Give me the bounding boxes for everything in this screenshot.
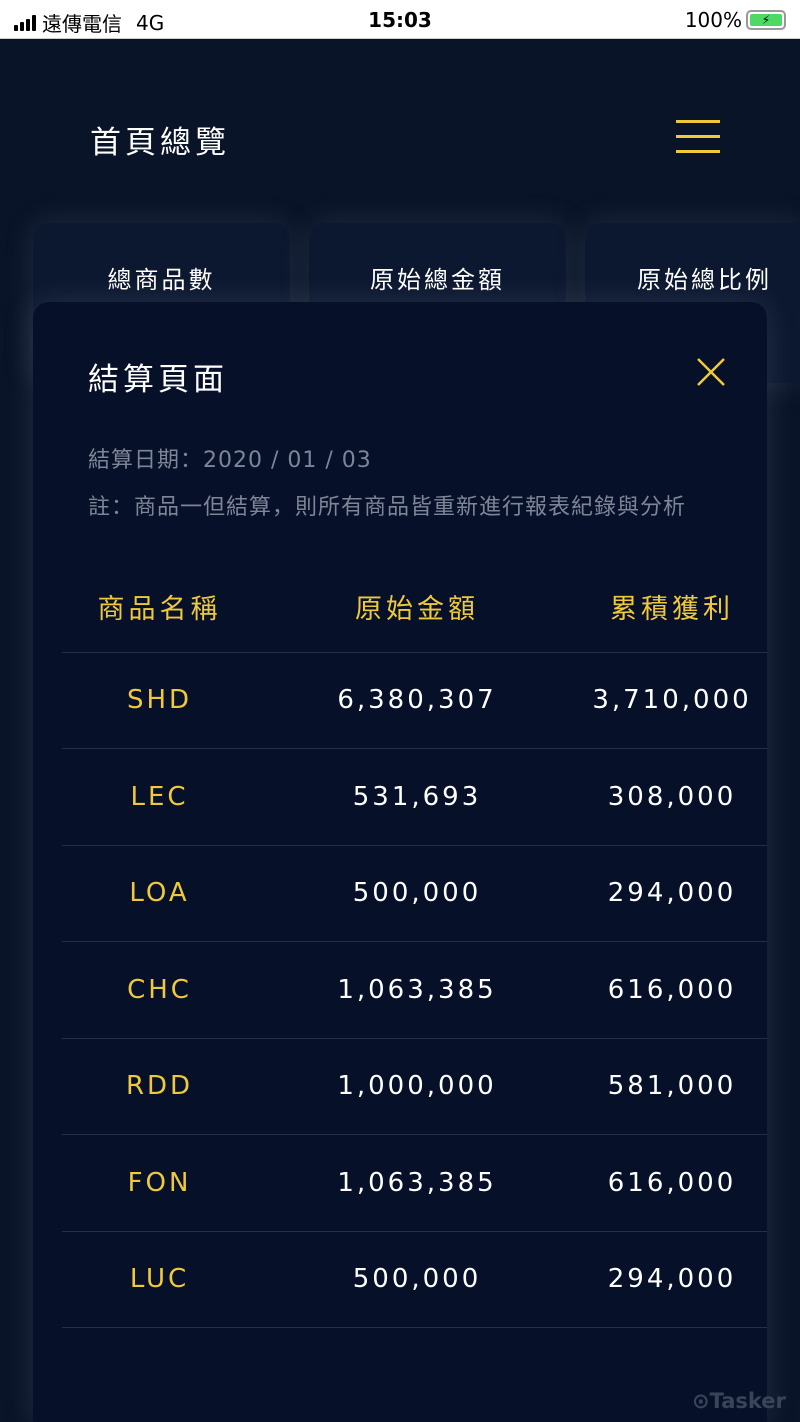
original-amount: 1,063,385 <box>257 941 577 1038</box>
close-icon <box>697 358 725 386</box>
accumulated-profit: 616,000 <box>577 941 767 1038</box>
accumulated-profit: 294,000 <box>577 844 767 942</box>
signal-icon <box>14 14 36 31</box>
product-name: LUC <box>62 1230 257 1328</box>
accumulated-profit: 616,000 <box>577 1134 767 1231</box>
product-name: FON <box>62 1134 257 1231</box>
settlement-modal: 結算頁面 結算日期：2020 / 01 / 03 註：商品一但結算，則所有商品皆… <box>33 302 767 1422</box>
carrier: 遠傳電信 <box>42 12 122 36</box>
accumulated-profit: 308,000 <box>577 748 767 845</box>
column-header: 商品名稱 <box>97 594 222 626</box>
card-label: 總商品數 <box>107 266 216 294</box>
original-amount: 500,000 <box>257 1230 577 1328</box>
product-name: RDD <box>62 1037 257 1135</box>
time: 15:03 <box>368 8 432 32</box>
network: 4G <box>136 10 165 35</box>
product-name: SHD <box>62 651 257 749</box>
product-name: LOA <box>62 844 257 942</box>
column-header: 累積獲利 <box>610 594 734 626</box>
original-amount: 500,000 <box>257 844 577 942</box>
table-row: LUC 500,000 294,000 <box>62 1230 767 1328</box>
original-amount: 1,063,385 <box>257 1134 577 1231</box>
status-bar: 遠傳電信 4G 15:03 100% ⚡ <box>0 0 800 39</box>
original-amount: 6,380,307 <box>257 651 577 749</box>
settlement-note: 註：商品一但結算，則所有商品皆重新進行報表紀錄與分析 <box>88 495 687 520</box>
table-row: RDD 1,000,000 581,000 <box>62 1037 767 1135</box>
card-label: 原始總比例 <box>637 266 772 294</box>
settlement-date: 結算日期：2020 / 01 / 03 <box>88 448 372 473</box>
tasker-watermark: ⊙Tasker <box>692 1389 786 1413</box>
modal-title: 結算頁面 <box>88 362 228 398</box>
hamburger-menu-button[interactable] <box>676 120 720 154</box>
table-header: 商品名稱 原始金額 累積獲利 <box>62 562 767 652</box>
accumulated-profit: 581,000 <box>577 1037 767 1135</box>
page-title: 首頁總覽 <box>90 125 230 161</box>
table-row: FON 1,063,385 616,000 <box>62 1134 767 1231</box>
table-row: SHD 6,380,307 3,710,000 <box>62 651 767 749</box>
close-button[interactable] <box>695 356 727 388</box>
accumulated-profit: 294,000 <box>577 1230 767 1328</box>
table-row: CHC 1,063,385 616,000 <box>62 941 767 1038</box>
card-label: 原始總金額 <box>370 266 505 294</box>
table-row: LEC 531,693 308,000 <box>62 748 767 845</box>
column-header: 原始金額 <box>355 594 479 626</box>
settlement-table: 商品名稱 原始金額 累積獲利 SHD 6,380,307 3,710,000 LEC 5… <box>62 562 767 1328</box>
battery-charging-icon: ⚡ <box>746 10 786 30</box>
table-row: LOA 500,000 294,000 <box>62 844 767 942</box>
product-name: CHC <box>62 941 257 1038</box>
battery-percent: 100% <box>684 8 742 32</box>
original-amount: 531,693 <box>257 748 577 845</box>
original-amount: 1,000,000 <box>257 1037 577 1135</box>
product-name: LEC <box>62 748 257 845</box>
accumulated-profit: 3,710,000 <box>577 651 767 749</box>
